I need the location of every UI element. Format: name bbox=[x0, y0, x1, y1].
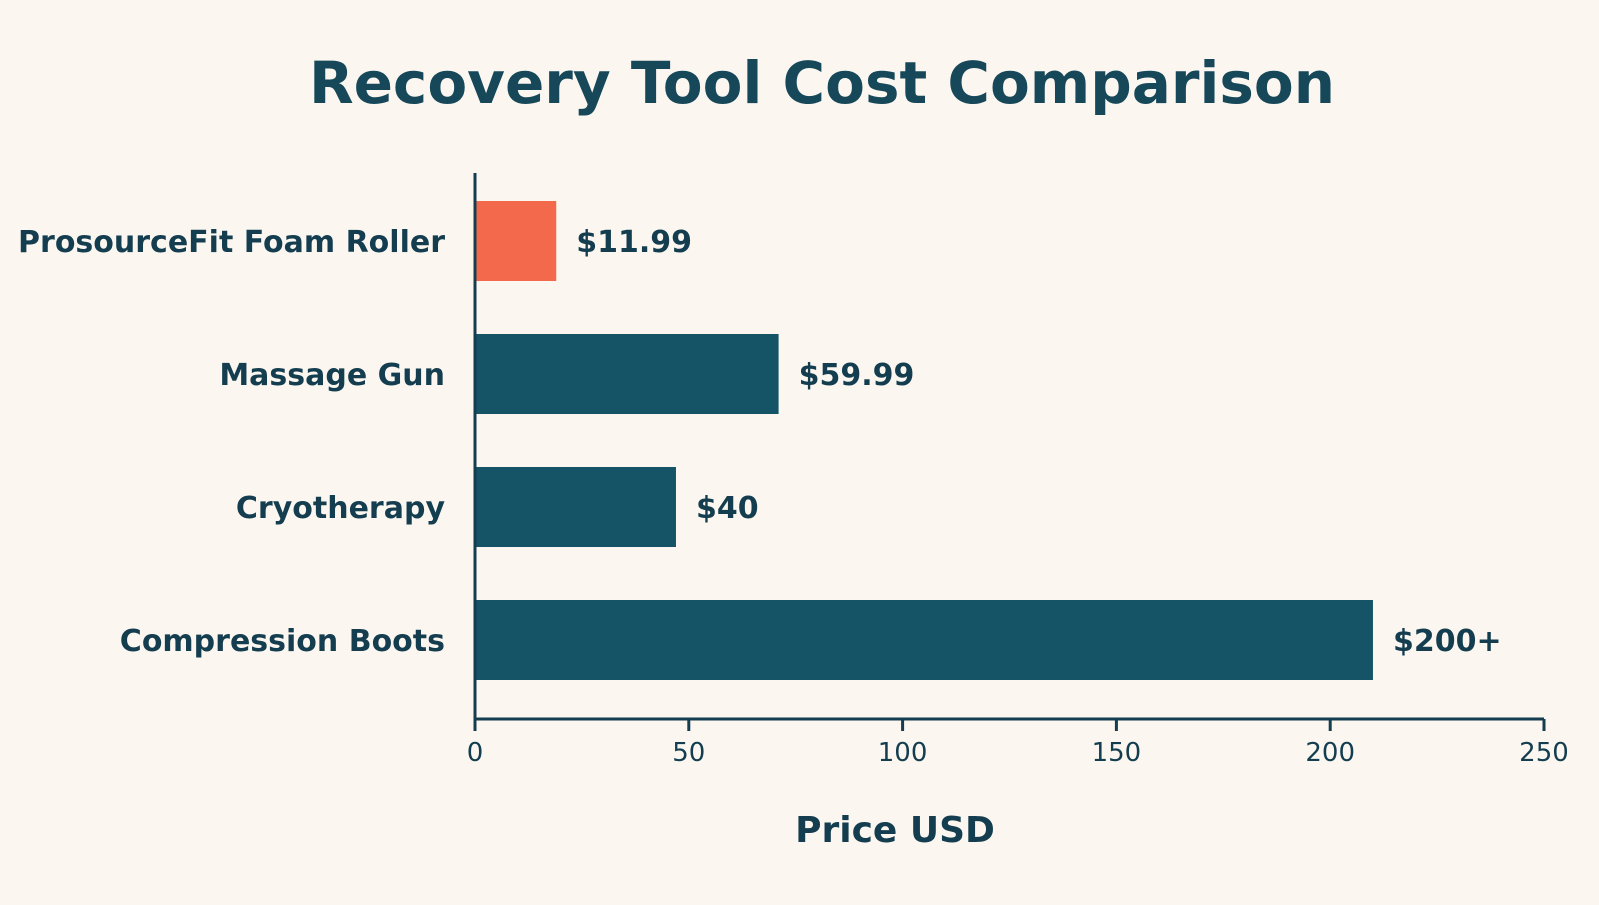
value-label-prosourcefit-foam-roller: $11.99 bbox=[576, 225, 692, 260]
value-label-cryotherapy: $40 bbox=[696, 491, 759, 526]
x-tick-label-150: 150 bbox=[1092, 738, 1142, 768]
x-tick-label-200: 200 bbox=[1305, 738, 1355, 768]
bar-prosourcefit-foam-roller bbox=[475, 201, 557, 281]
x-tick-label-0: 0 bbox=[467, 738, 484, 768]
chart-title: Recovery Tool Cost Comparison bbox=[309, 49, 1335, 117]
category-label-cryotherapy: Cryotherapy bbox=[236, 491, 446, 526]
x-tick-label-250: 250 bbox=[1519, 738, 1569, 768]
bars-layer: ProsourceFit Foam Roller $11.99 Massage Gu… bbox=[18, 201, 1502, 680]
x-axis-title: Price USD bbox=[795, 810, 995, 851]
value-label-compression-boots: $200+ bbox=[1393, 624, 1502, 659]
value-label-massage-gun: $59.99 bbox=[799, 358, 915, 393]
category-label-compression-boots: Compression Boots bbox=[120, 624, 445, 659]
category-label-massage-gun: Massage Gun bbox=[219, 358, 445, 393]
x-tick-label-50: 50 bbox=[672, 738, 705, 768]
category-label-prosourcefit-foam-roller: ProsourceFit Foam Roller bbox=[18, 225, 445, 260]
axis-layer: 0 50 100 150 200 250 bbox=[467, 173, 1569, 768]
bar-compression-boots bbox=[475, 600, 1373, 680]
x-tick-label-100: 100 bbox=[878, 738, 928, 768]
bar-cryotherapy bbox=[475, 467, 676, 547]
bar-massage-gun bbox=[475, 334, 779, 414]
